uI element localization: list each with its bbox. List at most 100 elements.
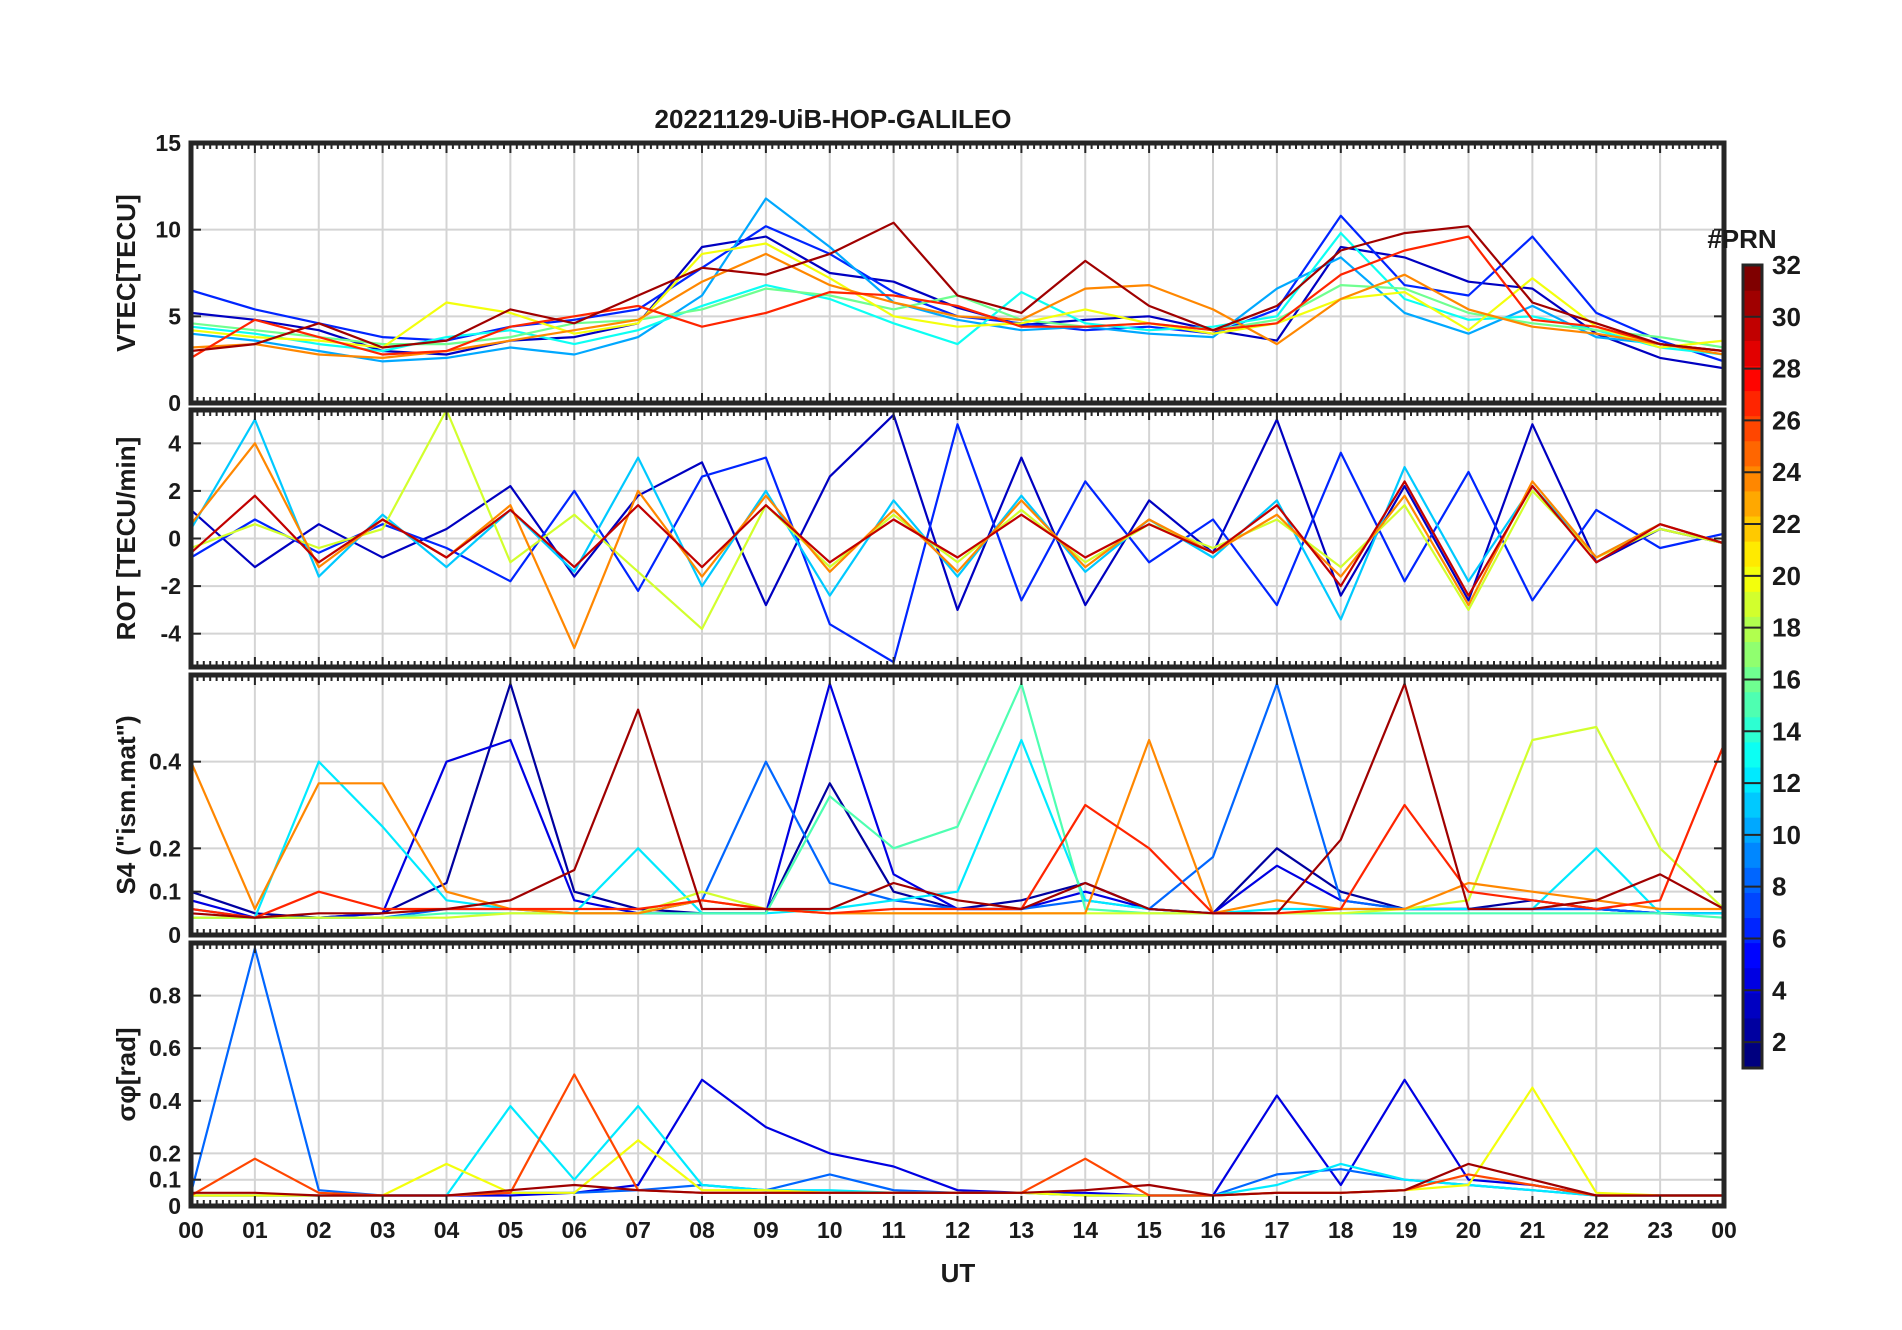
series-line-prn-31 bbox=[191, 1162, 1724, 1197]
series-line-prn-27 bbox=[191, 235, 1724, 359]
y-tick-label: 4 bbox=[168, 430, 181, 456]
x-tick-label: 06 bbox=[561, 1217, 587, 1243]
x-tick-label: 12 bbox=[945, 1217, 971, 1243]
x-tick-label: 18 bbox=[1328, 1217, 1354, 1243]
x-tick-label: 16 bbox=[1200, 1217, 1226, 1243]
x-tick-label: 11 bbox=[881, 1217, 906, 1243]
colorbar-segment bbox=[1743, 942, 1762, 969]
series-group bbox=[191, 947, 1724, 1197]
series-line-prn-31 bbox=[191, 221, 1724, 353]
x-tick-label: 17 bbox=[1264, 1217, 1290, 1243]
colorbar-segment bbox=[1743, 490, 1762, 517]
colorbar-tick-label: 30 bbox=[1772, 302, 1801, 332]
colorbar-tick-label: 12 bbox=[1772, 768, 1801, 798]
x-axis-label: UT bbox=[941, 1258, 976, 1288]
x-tick-label: 21 bbox=[1520, 1217, 1546, 1243]
panel-s4: 0 0.1 0.2 0.4 S4 ("ism.mat") bbox=[111, 672, 1727, 948]
panel-rot: -4 -2 0 2 4 ROT [TECU/min] bbox=[111, 407, 1727, 670]
series-line-prn-10 bbox=[191, 197, 1724, 363]
y-axis-label-sigma-phi: σφ[rad] bbox=[111, 1027, 141, 1121]
series-line-prn-3 bbox=[191, 413, 1724, 611]
series-line-prn-3 bbox=[191, 235, 1724, 370]
colorbar-label: #PRN bbox=[1707, 224, 1776, 254]
x-tick-label: 08 bbox=[689, 1217, 715, 1243]
y-tick-label: 0 bbox=[168, 922, 181, 948]
colorbar-tick-label: 18 bbox=[1772, 613, 1801, 643]
x-tick-label: 00 bbox=[178, 1217, 204, 1243]
x-minor-ticks bbox=[190, 943, 1725, 1206]
colorbar-segment bbox=[1743, 440, 1762, 467]
colorbar-segment bbox=[1743, 365, 1762, 392]
y-tick-label: -4 bbox=[161, 621, 182, 647]
colorbar-segment bbox=[1743, 842, 1762, 868]
x-tick-label: 09 bbox=[753, 1217, 779, 1243]
x-tick-label: 23 bbox=[1647, 1217, 1673, 1243]
y-tick-label: 0.1 bbox=[149, 879, 181, 905]
y-axis-label-s4: S4 ("ism.mat") bbox=[111, 715, 141, 894]
colorbar-tick-label: 32 bbox=[1772, 250, 1801, 280]
panel-vtec: 0 5 10 15 VTEC[TECU] bbox=[111, 130, 1727, 416]
panel-sigma-phi: 00.10.2 0.4 0.6 0.8 σφ[rad] 00 01 02 03 04 05 06 07 0… bbox=[111, 940, 1737, 1243]
colorbar-segment bbox=[1743, 791, 1762, 818]
colorbar-tick-label: 2 bbox=[1772, 1027, 1786, 1057]
series-line-prn-24 bbox=[191, 738, 1724, 915]
colorbar-tick-label: 22 bbox=[1772, 509, 1801, 539]
x-tick-label: 15 bbox=[1136, 1217, 1162, 1243]
colorbar-segment bbox=[1743, 290, 1762, 316]
x-tick-label: 14 bbox=[1072, 1217, 1098, 1243]
colorbar-tick-label: 6 bbox=[1772, 923, 1786, 953]
x-tick-label: 10 bbox=[817, 1217, 843, 1243]
y-tick-label: 0 bbox=[168, 1193, 181, 1219]
y-tick-label: 0.8 bbox=[149, 983, 181, 1009]
series-group bbox=[191, 682, 1724, 919]
y-tick-label: 0.2 bbox=[149, 1140, 181, 1166]
colorbar-segment bbox=[1743, 541, 1762, 567]
x-tick-label: 02 bbox=[306, 1217, 332, 1243]
colorbar-segment bbox=[1743, 741, 1762, 768]
colorbar-segment bbox=[1743, 566, 1762, 592]
colorbar-tick-label: 26 bbox=[1772, 405, 1801, 435]
colorbar-segment bbox=[1743, 315, 1762, 341]
colorbar-segment bbox=[1743, 465, 1762, 492]
colorbar-segment bbox=[1743, 716, 1762, 743]
x-tick-label: 07 bbox=[625, 1217, 651, 1243]
y-tick-label: -2 bbox=[161, 573, 181, 599]
colorbar-tick-label: 10 bbox=[1772, 820, 1801, 850]
colorbar-tick-label: 20 bbox=[1772, 561, 1801, 591]
y-tick-label: 0.4 bbox=[149, 749, 181, 775]
y-tick-label: 15 bbox=[155, 130, 181, 156]
colorbar-segment bbox=[1743, 867, 1762, 893]
x-tick-label: 13 bbox=[1009, 1217, 1035, 1243]
series-line-prn-20 bbox=[191, 242, 1724, 349]
y-axis-label-vtec: VTEC[TECU] bbox=[111, 194, 141, 351]
series-line-prn-19 bbox=[191, 410, 1724, 630]
colorbar-segment bbox=[1743, 415, 1762, 442]
x-minor-ticks bbox=[190, 410, 1725, 667]
colorbar-segment bbox=[1743, 515, 1762, 542]
colorbar-segment bbox=[1743, 917, 1762, 944]
colorbar-segment bbox=[1743, 967, 1762, 994]
colorbar-segment bbox=[1743, 591, 1762, 617]
y-tick-label: 0.1 bbox=[149, 1167, 181, 1193]
colorbar-segment bbox=[1743, 265, 1762, 291]
figure-title: 20221129-UiB-HOP-GALILEO bbox=[655, 104, 1012, 134]
colorbar-tick-label: 24 bbox=[1772, 457, 1801, 487]
series-line-prn-11 bbox=[191, 418, 1724, 621]
series-group bbox=[191, 197, 1724, 370]
y-tick-label: 10 bbox=[155, 217, 181, 243]
colorbar-segment bbox=[1743, 1042, 1762, 1069]
colorbar-segment bbox=[1743, 892, 1762, 919]
colorbar-tick-label: 8 bbox=[1772, 872, 1786, 902]
colorbar-tick-label: 28 bbox=[1772, 354, 1801, 384]
series-line-prn-15 bbox=[191, 682, 1724, 919]
colorbar-segment bbox=[1743, 1017, 1762, 1044]
series-line-prn-6 bbox=[191, 423, 1724, 664]
colorbar-segment bbox=[1743, 641, 1762, 668]
series-line-prn-30 bbox=[191, 480, 1724, 597]
colorbar-segment bbox=[1743, 766, 1762, 793]
colorbar-tick-label: 16 bbox=[1772, 664, 1801, 694]
colorbar-segment bbox=[1743, 616, 1762, 642]
